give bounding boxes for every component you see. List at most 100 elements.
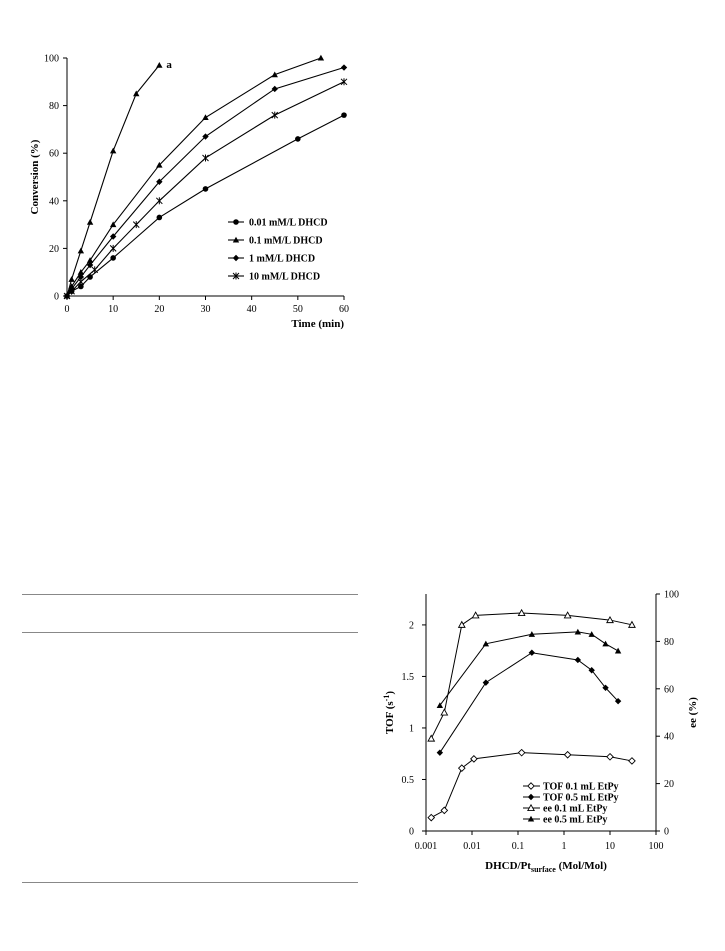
data-point xyxy=(295,136,301,142)
data-point xyxy=(133,90,140,97)
data-point xyxy=(202,114,209,121)
data-point xyxy=(482,640,490,647)
data-point xyxy=(156,214,163,221)
data-point xyxy=(317,54,325,61)
data-point xyxy=(91,266,99,274)
data-point xyxy=(471,611,480,619)
series-4 xyxy=(63,54,325,299)
y-tick-label-right: 100 xyxy=(664,590,679,601)
y-tick-label: 20 xyxy=(49,244,59,255)
y-tick-label-left: 0.5 xyxy=(402,775,415,786)
x-tick-label: 0 xyxy=(65,304,70,315)
data-point xyxy=(427,813,436,822)
y-tick-label: 100 xyxy=(44,54,59,65)
legend-marker xyxy=(527,815,535,822)
legend-item: 1 mM/L DHCD xyxy=(228,254,315,265)
data-point xyxy=(68,276,75,282)
divider-bottom xyxy=(22,882,358,883)
x-axis-label: Time (min) xyxy=(291,318,344,330)
tof-ee-chart: 0.001 0.01 0.1 1 10 10000.511.52020406080100D… xyxy=(382,590,699,875)
divider-middle xyxy=(22,632,358,633)
y-tick-label-right: 60 xyxy=(664,684,674,695)
data-point xyxy=(109,221,117,228)
data-point xyxy=(156,161,163,168)
data-point xyxy=(340,78,348,86)
legend: 0.01 mM/L DHCD 0.1 mM/L DHCD 1 mM/L DHCD 10… xyxy=(228,218,328,283)
legend-item: 10 mM/L DHCD xyxy=(228,272,320,283)
data-point xyxy=(436,702,444,708)
data-point xyxy=(77,278,85,286)
series-2 xyxy=(427,608,636,742)
data-point xyxy=(202,186,209,192)
y-tick-label: 80 xyxy=(49,101,59,112)
data-point xyxy=(155,197,163,205)
legend-marker xyxy=(527,803,535,812)
data-point xyxy=(427,734,436,742)
conversion-chart: 0 10 20 30 40 50 60 0 20 40 60 80 100 Time (min) Conve… xyxy=(29,54,349,331)
legend-item: ee 0.5 mL EtPy xyxy=(523,815,607,826)
x-tick-label: 50 xyxy=(293,304,303,315)
y-tick-label-right: 80 xyxy=(664,637,674,648)
data-point xyxy=(614,647,622,654)
data-point xyxy=(340,64,348,71)
data-point xyxy=(86,261,94,269)
data-point xyxy=(517,608,526,616)
data-point xyxy=(271,111,279,119)
data-point xyxy=(271,71,278,78)
x-tick-label: 20 xyxy=(154,304,164,315)
data-point xyxy=(602,640,609,647)
legend-marker xyxy=(527,793,535,801)
y-tick-label: 60 xyxy=(49,149,59,160)
data-point xyxy=(202,154,209,162)
series-line xyxy=(66,64,160,297)
data-point xyxy=(574,628,582,635)
data-point xyxy=(517,748,526,757)
data-point xyxy=(528,631,536,637)
data-point xyxy=(588,631,595,637)
data-point xyxy=(528,649,536,656)
legend-item: TOF 0.5 mL EtPy xyxy=(523,793,619,804)
legend-label: ee 0.5 mL EtPy xyxy=(543,815,607,826)
legend-item: TOF 0.1 mL EtPy xyxy=(523,782,619,793)
legend-marker xyxy=(232,254,240,262)
legend-item: 0.01 mM/L DHCD xyxy=(228,218,328,229)
data-point xyxy=(457,620,466,628)
x-tick-label: 1 xyxy=(562,841,567,852)
legend-label: 0.1 mM/L DHCD xyxy=(249,236,323,247)
legend-item: ee 0.1 mL EtPy xyxy=(523,804,607,815)
x-tick-label: 10 xyxy=(605,841,615,852)
data-point xyxy=(77,247,85,254)
series-line xyxy=(430,612,633,739)
series-1 xyxy=(436,649,622,756)
data-point xyxy=(109,147,117,154)
data-point xyxy=(77,269,85,275)
legend-marker xyxy=(232,236,240,243)
series-line xyxy=(66,81,345,297)
x-tick-label: 40 xyxy=(247,304,257,315)
x-tick-label: 60 xyxy=(339,304,349,315)
y-tick-label-right: 40 xyxy=(664,732,674,743)
data-point xyxy=(78,283,84,290)
x-tick-label: 100 xyxy=(649,841,664,852)
data-point xyxy=(156,61,163,68)
data-point xyxy=(86,219,94,225)
legend-marker xyxy=(232,272,240,280)
data-point xyxy=(457,764,466,772)
data-point xyxy=(628,757,636,765)
legend-label: 0.01 mM/L DHCD xyxy=(249,218,328,229)
data-point xyxy=(482,679,490,686)
data-point xyxy=(606,752,614,761)
x-tick-label: 30 xyxy=(201,304,211,315)
y-axis-label-right: ee (%) xyxy=(687,697,699,728)
series-0 xyxy=(427,748,636,822)
legend-label: 10 mM/L DHCD xyxy=(249,272,320,283)
y-tick-label: 40 xyxy=(49,196,59,207)
data-point xyxy=(202,133,209,140)
series-3 xyxy=(63,78,348,300)
series-line xyxy=(66,114,345,297)
data-point xyxy=(436,749,444,756)
data-point xyxy=(109,244,117,252)
x-tick-label: 0.1 xyxy=(512,841,525,852)
data-point xyxy=(627,620,636,628)
